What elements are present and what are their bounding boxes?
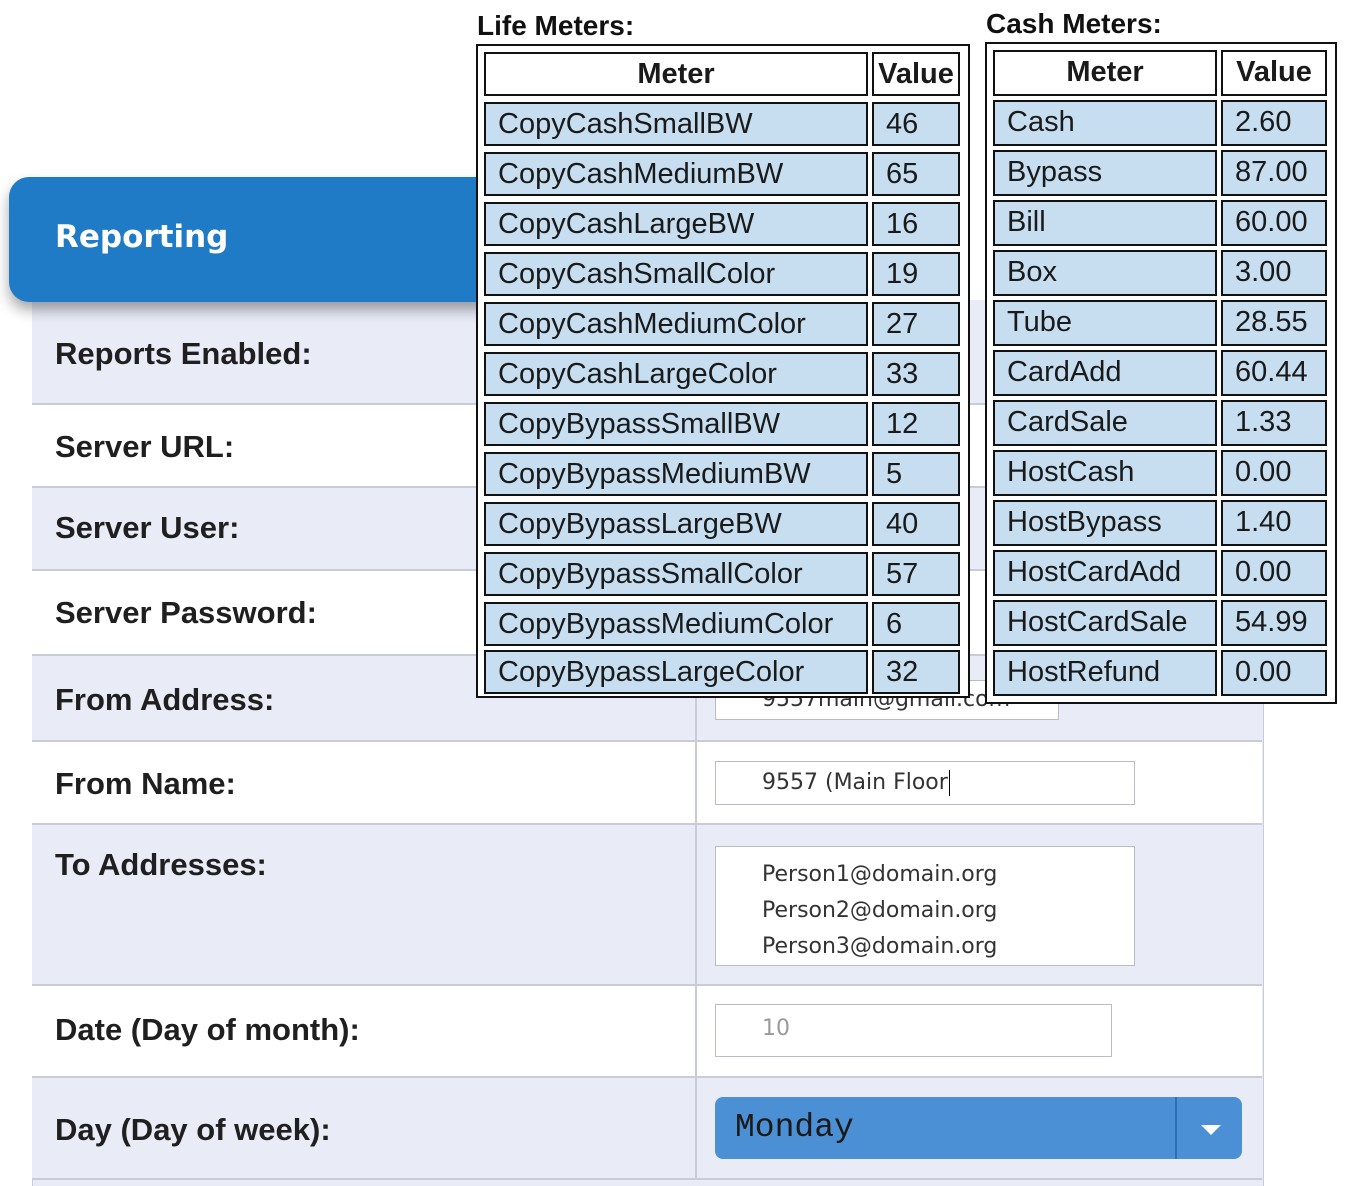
life-meter-name: CopyBypassSmallBW [484, 402, 868, 446]
cash-meters-title: Cash Meters: [986, 8, 1162, 39]
cash-meter-value: 1.33 [1221, 400, 1327, 446]
cash-meter-value: 1.40 [1221, 500, 1327, 546]
cash-meter-value: 0.00 [1221, 550, 1327, 596]
day-of-month-input[interactable]: 10 [715, 1004, 1112, 1057]
cash-meter-value: 60.44 [1221, 350, 1327, 396]
life-meter-value: 19 [872, 252, 960, 296]
cash-meters-table: Meter Value Cash 2.60 Bypass 87.00 Bill … [985, 42, 1337, 704]
life-meter-name: CopyBypassSmallColor [484, 552, 868, 596]
life-meter-value: 12 [872, 402, 960, 446]
life-meter-name: CopyBypassMediumColor [484, 602, 868, 646]
cash-meter-value: 28.55 [1221, 300, 1327, 346]
life-meter-value: 32 [872, 650, 960, 694]
cash-meter-value: 60.00 [1221, 200, 1327, 246]
life-meter-name: CopyBypassLargeBW [484, 502, 868, 546]
life-meter-name: CopyCashMediumColor [484, 302, 868, 346]
label-from-address: From Address: [55, 682, 275, 717]
cash-meter-value: 54.99 [1221, 600, 1327, 646]
life-meter-value: 6 [872, 602, 960, 646]
cash-meter-name: CardAdd [993, 350, 1217, 396]
day-of-week-selected: Monday [735, 1109, 854, 1146]
life-meters-title: Life Meters: [477, 10, 635, 41]
label-server-user: Server User: [55, 510, 240, 545]
label-to-addresses: To Addresses: [55, 847, 267, 882]
cash-meters-header-value: Value [1221, 50, 1327, 96]
life-meter-value: 57 [872, 552, 960, 596]
cash-meter-value: 2.60 [1221, 100, 1327, 146]
life-meters-table: Meter Value CopyCashSmallBW 46 CopyCashM… [476, 44, 970, 698]
cash-meter-value: 3.00 [1221, 250, 1327, 296]
label-date-day-of-month: Date (Day of month): [55, 1012, 360, 1047]
cash-meter-name: Tube [993, 300, 1217, 346]
life-meter-name: CopyCashMediumBW [484, 152, 868, 196]
column-divider [695, 742, 697, 823]
cash-meter-name: Bill [993, 200, 1217, 246]
life-meter-value: 65 [872, 152, 960, 196]
text-caret [948, 770, 950, 796]
cash-meter-name: HostRefund [993, 650, 1217, 696]
column-divider [695, 656, 697, 740]
to-addresses-textarea[interactable]: Person1@domain.org Person2@domain.org Pe… [715, 846, 1135, 966]
life-meters-header-meter: Meter [484, 52, 868, 96]
label-server-password: Server Password: [55, 595, 317, 630]
cash-meter-name: Bypass [993, 150, 1217, 196]
life-meter-value: 40 [872, 502, 960, 546]
from-name-input[interactable]: 9557 (Main Floor [715, 761, 1135, 805]
cash-meter-name: HostCash [993, 450, 1217, 496]
cash-meter-name: Box [993, 250, 1217, 296]
column-divider [695, 986, 697, 1076]
life-meter-name: CopyCashLargeBW [484, 202, 868, 246]
cash-meter-value: 87.00 [1221, 150, 1327, 196]
cash-meter-name: HostCardSale [993, 600, 1217, 646]
cash-meter-name: HostCardAdd [993, 550, 1217, 596]
cash-meter-value: 0.00 [1221, 450, 1327, 496]
label-from-name: From Name: [55, 766, 236, 801]
cash-meter-name: HostBypass [993, 500, 1217, 546]
day-of-week-select[interactable]: Monday [715, 1097, 1242, 1159]
label-day-of-week: Day (Day of week): [55, 1112, 331, 1147]
cash-meters-header-meter: Meter [993, 50, 1217, 96]
life-meter-name: CopyCashLargeColor [484, 352, 868, 396]
life-meter-value: 27 [872, 302, 960, 346]
from-name-value: 9557 (Main Floor [762, 770, 948, 795]
life-meter-name: CopyCashSmallColor [484, 252, 868, 296]
life-meter-name: CopyBypassLargeColor [484, 650, 868, 694]
life-meter-value: 5 [872, 452, 960, 496]
life-meter-name: CopyCashSmallBW [484, 102, 868, 146]
chevron-down-icon[interactable] [1201, 1125, 1221, 1135]
label-server-url: Server URL: [55, 429, 235, 464]
life-meters-header-value: Value [872, 52, 960, 96]
reporting-title: Reporting [55, 219, 229, 255]
life-meter-name: CopyBypassMediumBW [484, 452, 868, 496]
column-divider [695, 825, 697, 984]
cash-meter-name: CardSale [993, 400, 1217, 446]
select-separator [1175, 1097, 1177, 1159]
life-meter-value: 33 [872, 352, 960, 396]
label-reports-enabled: Reports Enabled: [55, 336, 312, 371]
column-divider [695, 1078, 697, 1178]
cash-meter-name: Cash [993, 100, 1217, 146]
cash-meter-value: 0.00 [1221, 650, 1327, 696]
life-meter-value: 46 [872, 102, 960, 146]
life-meter-value: 16 [872, 202, 960, 246]
reporting-section-header[interactable]: Reporting [9, 177, 509, 302]
